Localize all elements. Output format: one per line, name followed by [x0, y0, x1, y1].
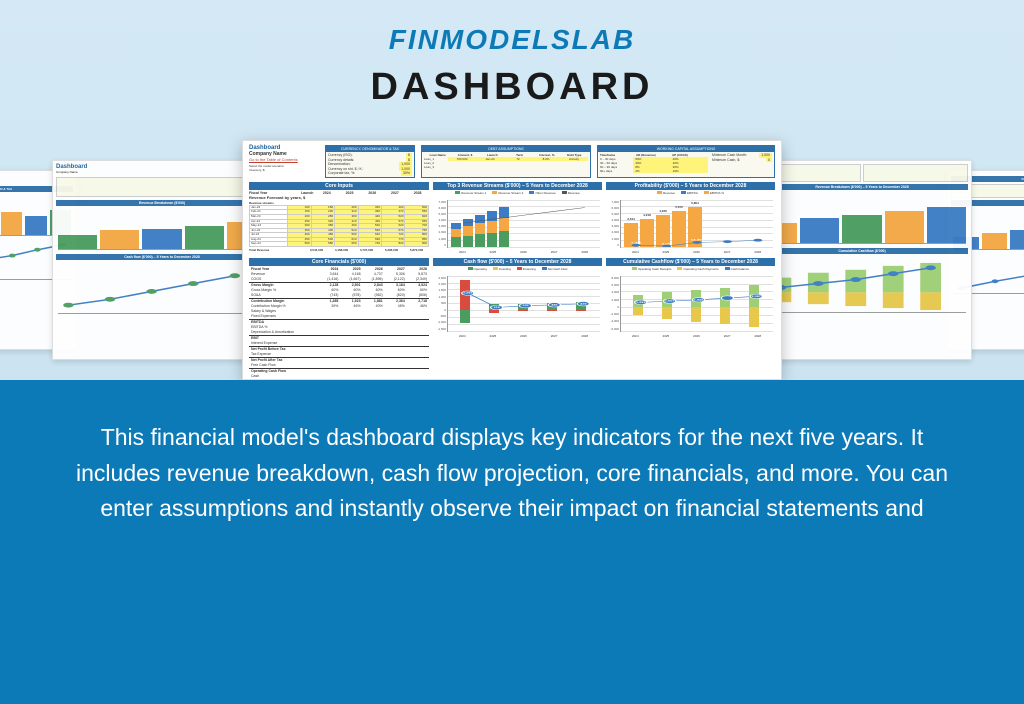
svg-text:314: 314	[493, 306, 500, 308]
side-bar-title-2: Cumulative Cashflow ($'000)	[756, 248, 968, 254]
svg-text:445: 445	[551, 304, 558, 306]
side-yellow-box	[56, 177, 268, 197]
fin-table: Fiscal Year20242025202620272028Revenue3,…	[249, 267, 429, 379]
svg-text:1,607: 1,607	[665, 300, 675, 302]
svg-text:2,387: 2,387	[752, 295, 762, 297]
hero-section: FINMODELSLAB DASHBOARD Dashboard Company…	[0, 0, 1024, 380]
side-sub: Company Name	[56, 170, 268, 174]
side-cum-chart	[758, 258, 966, 313]
cash-chart: 2,5002,0001,5001,0005000-500-1,000-1,500…	[447, 276, 600, 332]
svg-text:3.0%: 3.0%	[661, 243, 671, 245]
min-cash-z-val: 0	[766, 158, 772, 163]
sheet-header: Dashboard Company Name Go to the Table o…	[249, 145, 775, 178]
sheets-collage: Dashboard Company Name CURRENCY, DENOMIN…	[0, 140, 1024, 380]
side-chart	[758, 194, 966, 244]
cash-chart-panel: Cash flow ($'000) – 5 Years to December …	[433, 256, 602, 379]
rev-legend: Revenue Stream 1Revenue Stream 2Other Re…	[433, 191, 602, 195]
svg-text:17.2%: 17.2%	[751, 237, 764, 239]
svg-text:1,293: 1,293	[636, 301, 646, 303]
profit-legend: RevenueEBITDAEBITDA %	[606, 191, 775, 195]
description-section: This financial model's dashboard display…	[0, 380, 1024, 704]
svg-text:7.4%: 7.4%	[631, 242, 641, 244]
page-title: DASHBOARD	[0, 66, 1024, 109]
side-chart	[58, 210, 266, 250]
min-cash-z-label: Minimum Cash, $:	[712, 158, 740, 163]
description-text: This financial model's dashboard display…	[60, 420, 964, 527]
brand-logo: FINMODELSLAB	[0, 0, 1024, 56]
toc-link[interactable]: Go to the Table of Contents	[249, 157, 319, 162]
section-cash-chart: Cash flow ($'000) – 5 Years to December …	[433, 258, 602, 266]
svg-text:15.0%: 15.0%	[721, 238, 734, 240]
section-rev-chart: Top 3 Revenue Streams ($'000) – 5 Years …	[433, 182, 602, 190]
svg-text:14.4%: 14.4%	[691, 239, 704, 241]
section-profit-chart: Profitability ($'000) – 5 Years to Decem…	[606, 182, 775, 190]
box-title: WORKING CAPITAL ASSUMPTIONS	[598, 146, 774, 152]
rev-chart: 7,0006,0005,0004,0003,0002,0001,0000	[447, 200, 600, 248]
side-sheet-right: Revenue Breakdown ($'000) – 5 Years to D…	[752, 160, 972, 360]
row-fin-charts: Core Financials ($'000) Fiscal Year20242…	[249, 256, 775, 379]
forecast-table: Jan-24100180260340420500Feb-241502303103…	[249, 205, 429, 247]
cum-chart: 8,0006,0004,0002,0000-2,000-4,000-6,000 …	[620, 276, 773, 332]
svg-text:439: 439	[580, 303, 587, 305]
profit-chart: 7,0006,0005,0004,0003,0002,0001,0000 3,5…	[620, 200, 773, 248]
row-inputs-charts: Core Inputs Fiscal Year Launch 202420252…	[249, 180, 775, 256]
section-core-inputs: Core Inputs	[249, 182, 429, 190]
side-top-boxes	[756, 164, 968, 182]
cum-chart-panel: Cumulative Cashflow ($'000) – 5 Years to…	[606, 256, 775, 379]
profit-chart-panel: Profitability ($'000) – 5 Years to Decem…	[606, 180, 775, 256]
svg-text:1,293: 1,293	[463, 292, 473, 294]
debt-box: DEBT ASSUMPTIONS Loan NameAmount, $Launc…	[421, 145, 591, 178]
main-dashboard-sheet: Dashboard Company Name Go to the Table o…	[242, 140, 782, 380]
box-title: CURRENCY, DENOMINATOR & TAX	[326, 146, 414, 152]
total-rev-label: Total Revenue	[249, 248, 304, 252]
currency-box: CURRENCY, DENOMINATOR & TAX Currency (IS…	[325, 145, 415, 178]
section-cum-chart: Cumulative Cashflow ($'000) – 5 Years to…	[606, 258, 775, 266]
svg-text:1,942: 1,942	[694, 299, 704, 301]
svg-text:335: 335	[522, 305, 529, 307]
box-title: DEBT ASSUMPTIONS	[422, 146, 590, 152]
side-line-chart	[58, 264, 266, 314]
scenario-label: Select the model scenario:Inventory, $:	[249, 164, 319, 172]
rev-chart-panel: Top 3 Revenue Streams ($'000) – 5 Years …	[433, 180, 602, 256]
cum-legend: Operating Cash ReceiptsOperating Cash Pa…	[606, 267, 775, 271]
cash-legend: OperatingInvestingFinancingNet Cash Flow	[433, 267, 602, 271]
side-bar-title: Revenue Breakdown ($'000)	[56, 200, 268, 206]
side-sheet-left: Dashboard Company Name Revenue Breakdown…	[52, 160, 272, 360]
forecast-title: Revenue Forecast by years, $	[249, 195, 429, 200]
side-bar-title: Revenue Breakdown ($'000) – 5 Years to D…	[756, 184, 968, 190]
side-bar-title-2: Cash flow ($'000) – 5 Years to December …	[56, 254, 268, 260]
wc-box: WORKING CAPITAL ASSUMPTIONS TimeframeAR …	[597, 145, 775, 178]
section-core-fin: Core Financials ($'000)	[249, 258, 429, 266]
